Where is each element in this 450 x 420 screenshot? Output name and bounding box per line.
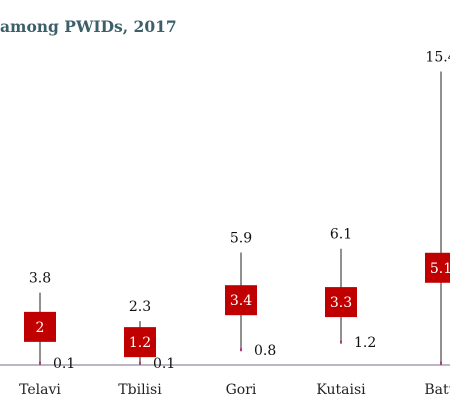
point-label-tbilisi: 1.2 (129, 335, 151, 351)
point-box-kutaisi (325, 287, 357, 318)
x-tick-batumi: Batu (424, 382, 450, 398)
low-label-tbilisi: 0.1 (153, 356, 175, 372)
x-tick-tbilisi: Tbilisi (118, 382, 162, 398)
high-label-gori: 5.9 (230, 231, 252, 247)
chart-marks: 2 3.8 0.1 Telavi 1.2 2.3 0.1 Tbilisi 3.4 5.9 0.8 Go… (0, 49, 450, 398)
point-label-gori: 3.4 (230, 293, 252, 309)
high-label-tbilisi: 2.3 (129, 299, 151, 315)
point-box-tbilisi (124, 327, 156, 358)
point-label-telavi: 2 (36, 320, 45, 336)
point-box-batumi (425, 252, 450, 283)
x-tick-kutaisi: Kutaisi (316, 382, 366, 398)
point-label-batumi: 5.1 (430, 261, 450, 277)
high-label-kutaisi: 6.1 (330, 227, 352, 243)
point-label-kutaisi: 3.3 (330, 295, 352, 311)
chart-title: among PWIDs, 2017 (0, 17, 177, 36)
low-label-kutaisi: 1.2 (354, 335, 376, 351)
low-label-gori: 0.8 (254, 343, 276, 359)
point-box-gori (225, 285, 257, 316)
x-tick-gori: Gori (226, 382, 257, 398)
low-label-telavi: 0.1 (53, 356, 75, 372)
point-box-telavi (24, 311, 56, 342)
high-label-telavi: 3.8 (29, 271, 51, 287)
x-tick-telavi: Telavi (19, 382, 61, 398)
high-label-batumi: 15.4 (425, 49, 450, 65)
